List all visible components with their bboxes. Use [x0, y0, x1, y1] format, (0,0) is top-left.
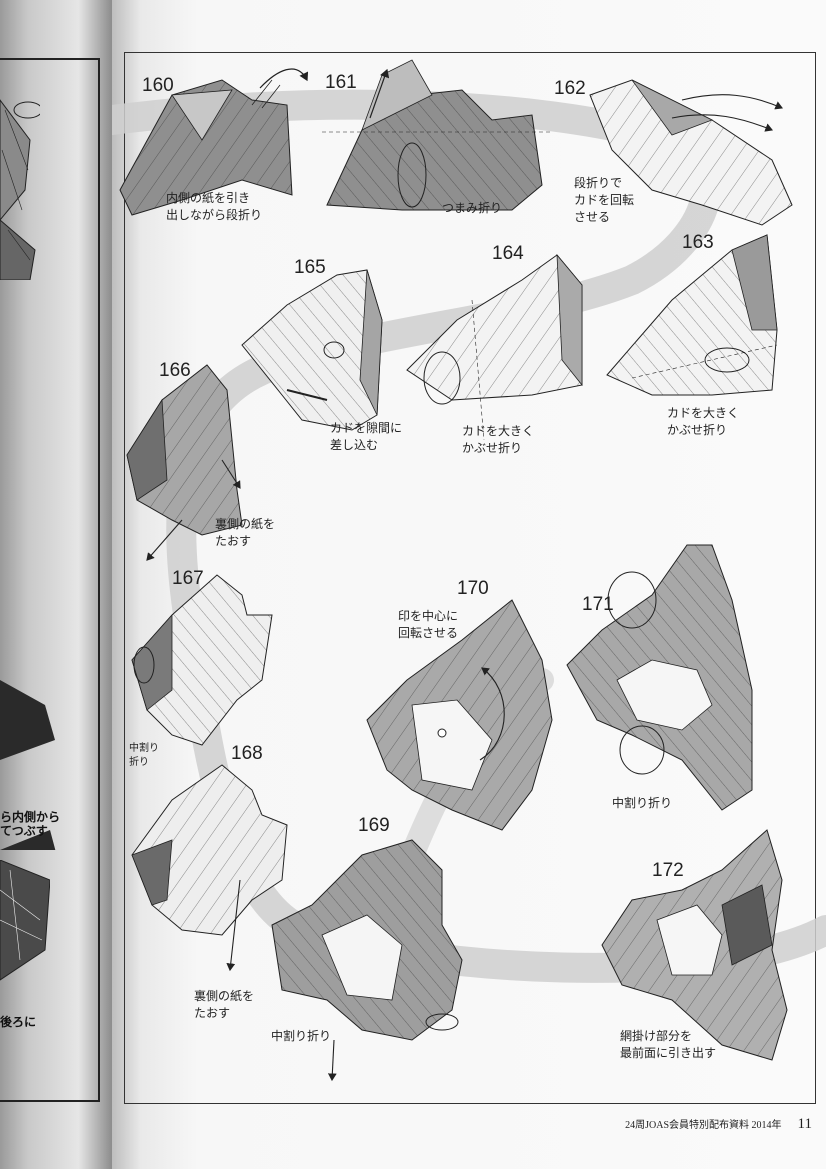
left-origami-diagram-middle	[0, 680, 56, 850]
step-caption: 中割り折り	[271, 1028, 331, 1045]
left-page-caption-2: 後ろに	[0, 1015, 36, 1029]
caption-line: カドを大きく	[462, 424, 535, 438]
caption-line: たおす	[215, 534, 252, 548]
left-page-caption-1: ら内側から てつぶす	[0, 810, 60, 838]
diagram-step-165	[241, 269, 383, 431]
diagram-step-164	[406, 253, 583, 441]
diagram-step-161	[322, 59, 552, 211]
step-caption: 中割り 折り	[129, 742, 159, 770]
step-number: 161	[325, 72, 357, 93]
step-number: 171	[582, 594, 614, 615]
diagram-step-171	[566, 544, 753, 811]
origami-diagrams	[112, 59, 826, 1082]
caption-line: 回転させる	[398, 626, 459, 640]
step-number: 168	[231, 743, 263, 764]
caption-line: 中割り折り	[612, 796, 673, 810]
step-caption: 中割り折り	[612, 795, 672, 812]
left-page: ら内側から てつぶす 後ろに	[0, 0, 112, 1169]
left-page-frame	[0, 58, 100, 1102]
diagram-step-172	[601, 829, 788, 1061]
step-caption: 内側の紙を引き 出しながら段折り	[166, 190, 262, 224]
caption-line: 裏側の紙を	[215, 517, 276, 531]
caption-line: カドを隙間に	[330, 421, 403, 435]
caption-line: 内側の紙を引き	[166, 191, 251, 205]
caption-line: 段折りで	[574, 176, 623, 190]
left-page-caption-line: てつぶす	[0, 824, 48, 838]
page-footer: 24周JOAS会員特別配布資料 2014年 11	[625, 1115, 812, 1133]
right-page: 160 161 162 163 164 165 166 167 168 169 …	[112, 0, 826, 1169]
caption-line: 印を中心に	[398, 609, 459, 623]
caption-line: たおす	[194, 1006, 231, 1020]
step-caption: 印を中心に 回転させる	[398, 608, 458, 642]
caption-line: 網掛け部分を	[620, 1029, 693, 1043]
footer-publication: 24周JOAS会員特別配布資料 2014年	[625, 1120, 782, 1131]
step-number: 167	[172, 568, 204, 589]
caption-line: かぶせ折り	[667, 423, 728, 437]
diagram-step-168	[131, 764, 288, 972]
caption-line: かぶせ折り	[462, 441, 523, 455]
step-number: 169	[358, 815, 390, 836]
diagram-step-162	[589, 79, 793, 226]
step-caption: つまみ折り	[442, 200, 502, 217]
step-number: 172	[652, 860, 684, 881]
step-number: 162	[554, 78, 586, 99]
step-caption: カドを大きく かぶせ折り	[462, 423, 534, 457]
caption-line: 中割り	[129, 743, 159, 754]
step-number: 164	[492, 243, 524, 264]
left-origami-diagram-top	[0, 99, 40, 280]
caption-line: 出しながら段折り	[166, 208, 263, 222]
step-number: 166	[159, 360, 191, 381]
diagram-step-163	[606, 234, 778, 396]
diagram-step-170	[366, 599, 553, 831]
caption-line: つまみ折り	[442, 201, 503, 215]
step-caption: 裏側の紙を たおす	[215, 516, 275, 550]
left-page-caption-line: ら内側から	[0, 810, 61, 824]
page-number: 11	[797, 1116, 812, 1132]
diagram-step-166	[126, 364, 243, 561]
caption-line: 最前面に引き出す	[620, 1046, 717, 1060]
step-caption: 裏側の紙を たおす	[194, 988, 254, 1022]
caption-line: 中割り折り	[271, 1029, 332, 1043]
caption-line: 差し込む	[330, 438, 379, 452]
step-caption: 網掛け部分を 最前面に引き出す	[620, 1028, 716, 1062]
diagram-step-167	[131, 574, 273, 746]
left-origami-diagram-bottom	[0, 860, 50, 981]
diagram-step-169	[271, 839, 463, 1082]
caption-line: カドを大きく	[667, 406, 740, 420]
caption-line: 裏側の紙を	[194, 989, 255, 1003]
step-number: 165	[294, 257, 326, 278]
page-frame	[124, 52, 816, 1104]
step-caption: 段折りで カドを回転 させる	[574, 175, 634, 226]
step-number: 163	[682, 232, 714, 253]
caption-line: カドを回転	[574, 193, 635, 207]
caption-line: させる	[574, 210, 611, 224]
left-page-caption-line: 後ろに	[0, 1015, 37, 1029]
step-caption: カドを大きく かぶせ折り	[667, 405, 739, 439]
caption-line: 折り	[129, 757, 149, 768]
step-number: 170	[457, 578, 489, 599]
step-number: 160	[142, 75, 174, 96]
step-caption: カドを隙間に 差し込む	[330, 420, 402, 454]
diagram-step-160	[119, 68, 309, 216]
